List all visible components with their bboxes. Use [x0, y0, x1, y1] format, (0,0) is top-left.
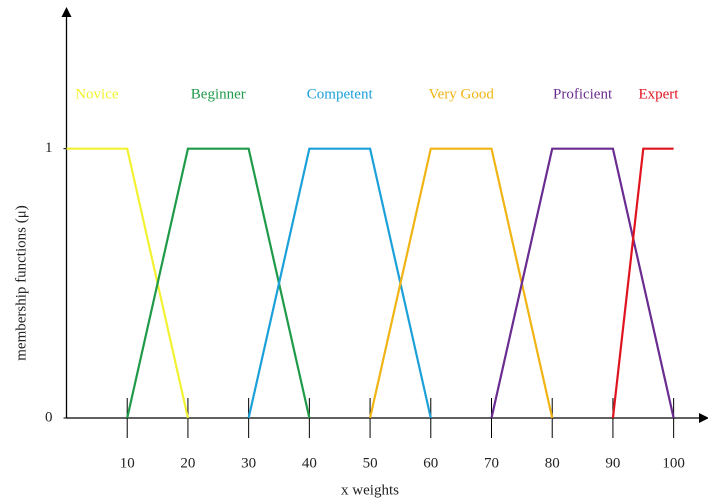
legend-label: Competent	[307, 86, 374, 102]
membership-line	[126, 147, 311, 419]
legend-label: Very Good	[428, 86, 494, 102]
x-tick-label: 40	[302, 455, 317, 471]
x-tick-label: 70	[484, 455, 499, 471]
x-tick-label: 10	[120, 455, 135, 471]
x-tick-label: 100	[662, 455, 685, 471]
membership-line	[368, 147, 554, 419]
y-axis-label: membership functions (μ)	[13, 205, 29, 361]
x-tick-label: 50	[363, 455, 378, 471]
x-tick-label: 20	[180, 455, 195, 471]
legend-label: Novice	[75, 86, 119, 102]
membership-line	[611, 147, 674, 419]
x-tick-label: 80	[545, 455, 560, 471]
x-tick-label: 60	[423, 455, 438, 471]
legend-label: Beginner	[191, 86, 246, 102]
y-tick-label: 0	[45, 409, 53, 425]
membership-line	[490, 147, 675, 419]
y-tick-label: 1	[45, 140, 53, 156]
x-axis-label: x weights	[341, 482, 399, 498]
x-tick-label: 90	[605, 455, 620, 471]
legend-label: Proficient	[553, 86, 613, 102]
membership-line	[247, 147, 432, 419]
legend-label: Expert	[638, 86, 679, 102]
x-tick-label: 30	[241, 455, 256, 471]
membership-line	[66, 147, 190, 419]
